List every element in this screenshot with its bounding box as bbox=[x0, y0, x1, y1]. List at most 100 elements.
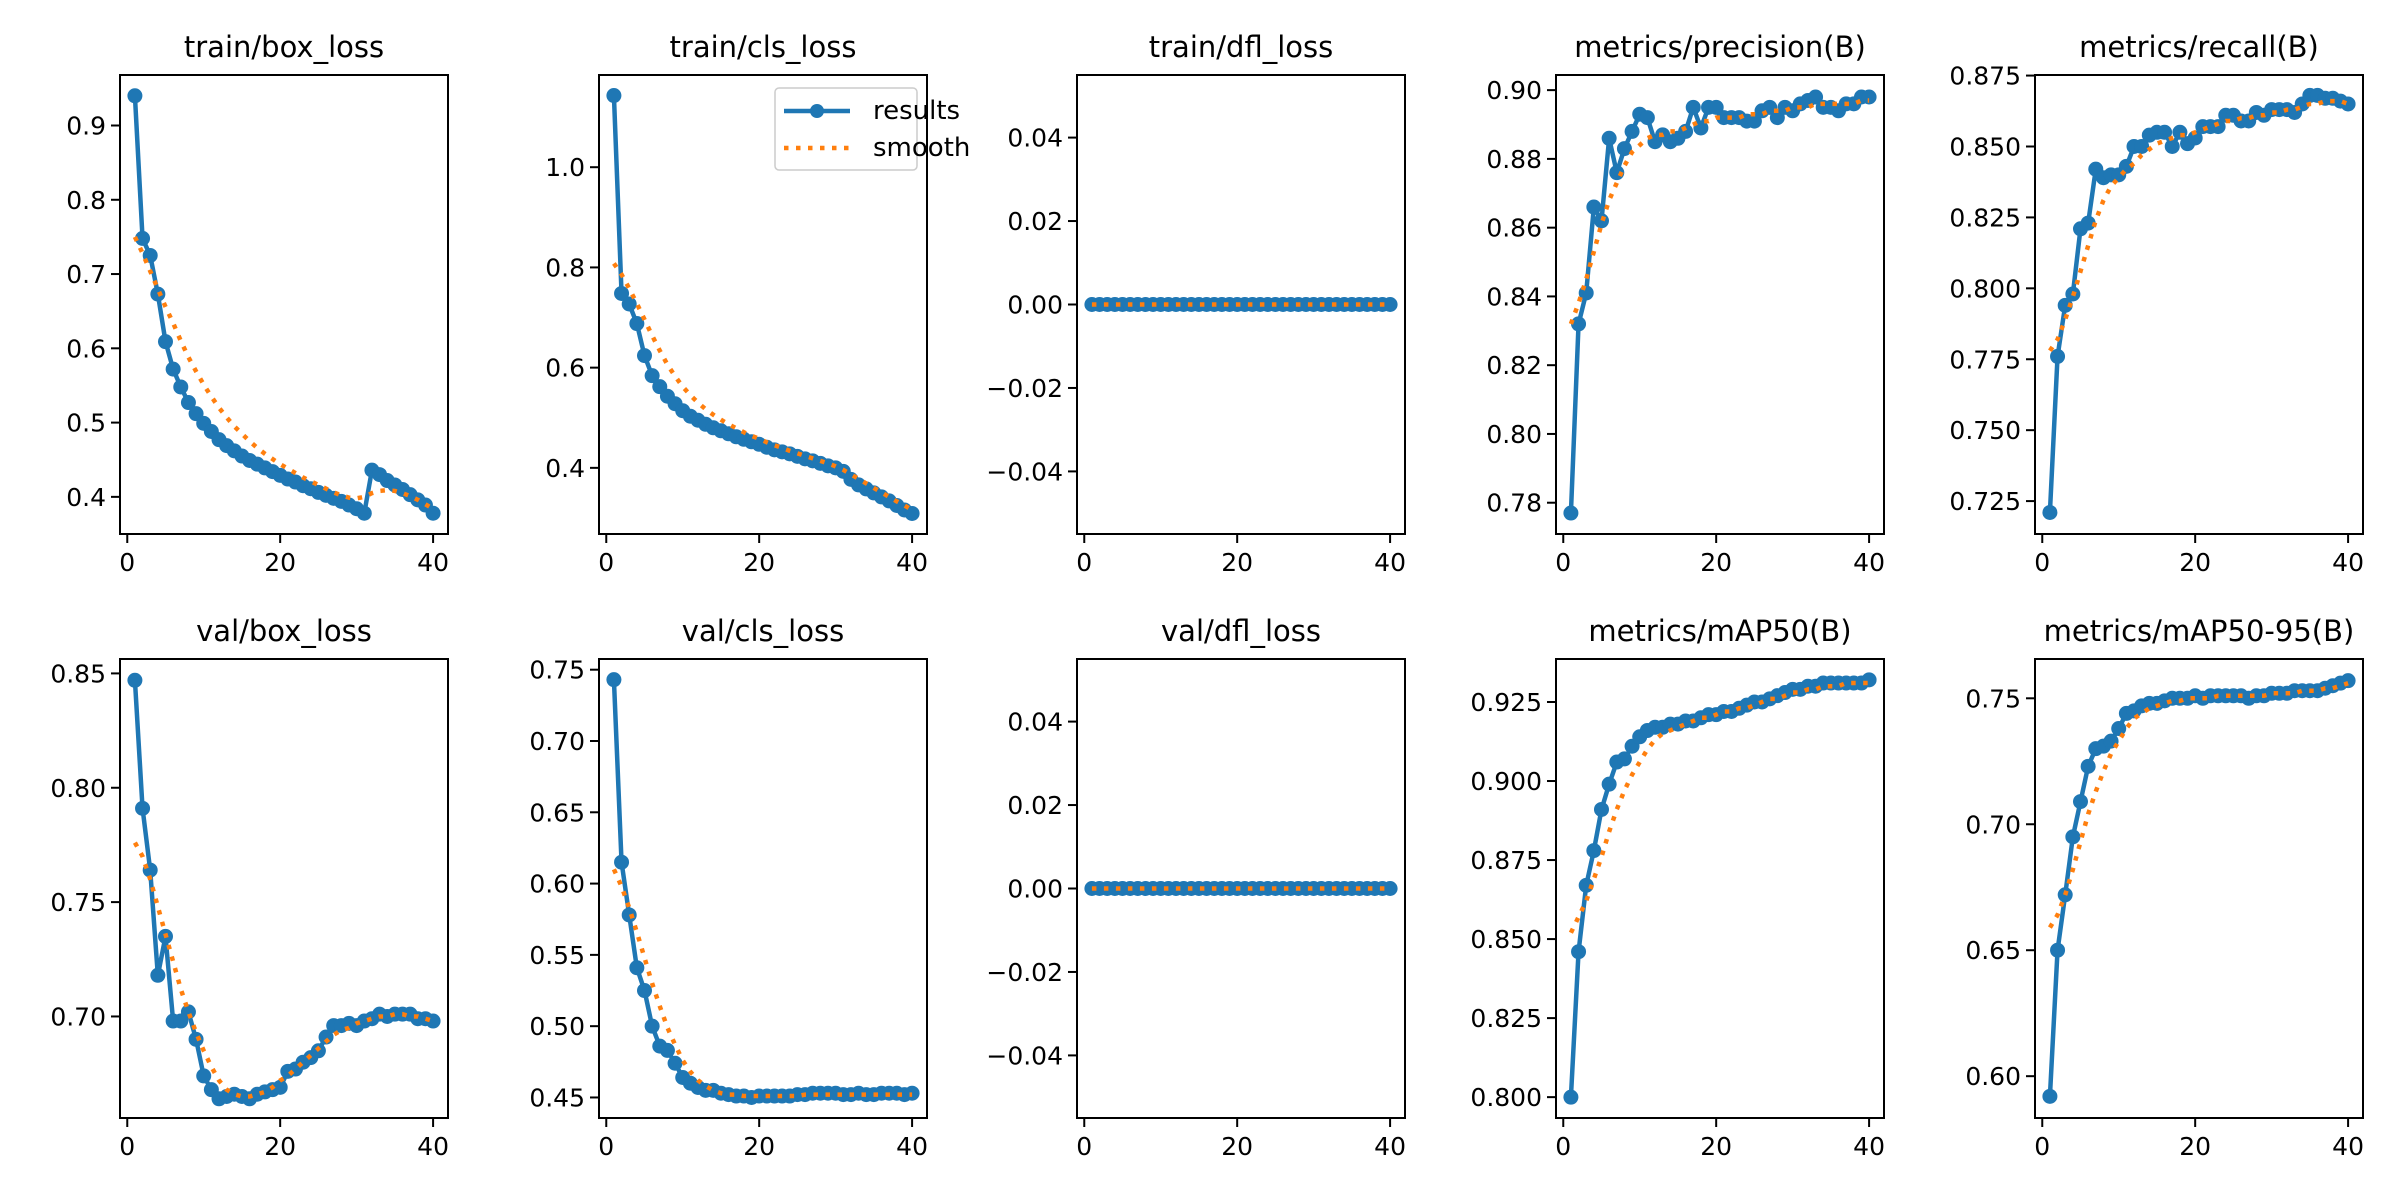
results-point bbox=[188, 1031, 204, 1047]
results-point bbox=[2080, 758, 2096, 774]
results-point bbox=[2042, 1088, 2058, 1104]
results-point bbox=[1578, 877, 1594, 893]
results-point bbox=[1593, 801, 1609, 817]
x-tick-label: 0 bbox=[1076, 548, 1092, 577]
results-point bbox=[2042, 504, 2058, 520]
axes-frame bbox=[2034, 74, 2364, 535]
plot-area bbox=[2042, 673, 2356, 1104]
results-point bbox=[135, 230, 151, 246]
results-point bbox=[2050, 942, 2066, 958]
axes-frame bbox=[1555, 74, 1885, 535]
axes-frame bbox=[119, 658, 449, 1119]
y-tick-label: 0.900 bbox=[1470, 767, 1542, 796]
y-tick-label: 0.9 bbox=[66, 112, 106, 141]
legend: results smooth bbox=[774, 87, 970, 171]
y-tick-label: 0.825 bbox=[1470, 1004, 1542, 1033]
results-point bbox=[150, 967, 166, 983]
y-tick-label: −0.04 bbox=[986, 1041, 1063, 1070]
results-point bbox=[1861, 89, 1877, 105]
y-tick-label: 0.02 bbox=[1007, 207, 1063, 236]
axes-frame bbox=[119, 74, 449, 535]
y-tick-label: 0.8 bbox=[545, 253, 585, 282]
y-tick-label: 0.04 bbox=[1007, 708, 1063, 737]
y-tick-label: 0.60 bbox=[529, 870, 585, 899]
subplot-title: train/box_loss bbox=[184, 30, 384, 64]
x-tick-label: 0 bbox=[1076, 1132, 1092, 1161]
results-point bbox=[636, 348, 652, 364]
y-tick-label: 0.80 bbox=[50, 774, 106, 803]
plot-area bbox=[1084, 881, 1398, 896]
results-point bbox=[1571, 944, 1587, 960]
results-point bbox=[2187, 130, 2203, 146]
y-tick-label: 0.85 bbox=[50, 659, 106, 688]
y-tick-label: 0.00 bbox=[1007, 291, 1063, 320]
y-tick-label: 0.800 bbox=[1949, 274, 2021, 303]
plot-area bbox=[127, 88, 441, 521]
results-point bbox=[1678, 123, 1694, 139]
y-tick-label: 0.825 bbox=[1949, 203, 2021, 232]
y-tick-label: 0.50 bbox=[529, 1012, 585, 1041]
x-tick-label: 0 bbox=[2034, 1132, 2050, 1161]
results-point bbox=[1601, 776, 1617, 792]
x-tick-label: 0 bbox=[1555, 548, 1571, 577]
y-tick-label: 0.90 bbox=[1486, 76, 1542, 105]
x-tick-label: 0 bbox=[598, 1132, 614, 1161]
results-point bbox=[636, 983, 652, 999]
y-tick-label: 0.750 bbox=[1949, 416, 2021, 445]
x-tick-label: 20 bbox=[264, 548, 296, 577]
y-tick-label: 0.75 bbox=[1965, 684, 2021, 713]
y-tick-label: 0.850 bbox=[1470, 925, 1542, 954]
plot-area bbox=[1084, 297, 1398, 312]
x-tick-label: 40 bbox=[896, 1132, 928, 1161]
subplot: metrics/mAP50(B) 0 20 40 0.800 0.825 0.850 0.87… bbox=[1470, 614, 1885, 1161]
y-tick-label: 0.70 bbox=[1965, 810, 2021, 839]
subplot-title: train/cls_loss bbox=[670, 30, 857, 64]
results-point bbox=[1708, 99, 1724, 115]
x-tick-label: 0 bbox=[119, 548, 135, 577]
x-tick-label: 40 bbox=[417, 1132, 449, 1161]
results-point bbox=[1586, 199, 1602, 215]
results-point bbox=[1593, 213, 1609, 229]
x-tick-label: 20 bbox=[1700, 1132, 1732, 1161]
x-tick-label: 20 bbox=[743, 1132, 775, 1161]
y-tick-label: 0.00 bbox=[1007, 875, 1063, 904]
y-tick-label: 0.70 bbox=[50, 1002, 106, 1031]
smooth-line bbox=[132, 235, 435, 511]
y-tick-label: 0.45 bbox=[529, 1083, 585, 1112]
legend-results-label: results bbox=[873, 96, 960, 126]
smooth-line bbox=[611, 868, 913, 1099]
results-point bbox=[1616, 751, 1632, 767]
subplot: metrics/mAP50-95(B) 0 20 40 0.60 0.65 0.70 0.75 bbox=[1965, 614, 2364, 1161]
results-point bbox=[614, 285, 630, 301]
axes-frame bbox=[598, 74, 928, 535]
y-tick-label: 0.875 bbox=[1949, 62, 2021, 91]
x-tick-label: 40 bbox=[1374, 1132, 1406, 1161]
results-point bbox=[180, 395, 196, 411]
x-tick-label: 40 bbox=[896, 548, 928, 577]
x-tick-label: 20 bbox=[2179, 1132, 2211, 1161]
results-point bbox=[606, 672, 622, 688]
results-point bbox=[356, 505, 372, 521]
y-tick-label: 0.6 bbox=[66, 334, 106, 363]
results-point bbox=[2065, 829, 2081, 845]
axes-frame bbox=[1555, 658, 1885, 1119]
subplot: train/box_loss 0 20 40 0.4 0.5 0.6 0.7 0.8 0.9 bbox=[66, 30, 449, 577]
results-point bbox=[1382, 881, 1398, 896]
y-tick-label: 0.60 bbox=[1965, 1062, 2021, 1091]
y-tick-label: 0.82 bbox=[1486, 351, 1542, 380]
x-tick-label: 20 bbox=[1221, 1132, 1253, 1161]
y-tick-label: 0.7 bbox=[66, 260, 106, 289]
results-point bbox=[173, 379, 189, 395]
results-point bbox=[2157, 124, 2173, 140]
x-tick-label: 40 bbox=[1374, 548, 1406, 577]
y-tick-label: −0.02 bbox=[986, 958, 1063, 987]
y-tick-label: 0.6 bbox=[545, 354, 585, 383]
axes-frame bbox=[2034, 658, 2364, 1119]
y-tick-label: 0.70 bbox=[529, 727, 585, 756]
subplot: val/box_loss 0 20 40 0.70 0.75 0.80 0.85 bbox=[50, 614, 449, 1161]
results-point bbox=[1563, 1089, 1579, 1105]
y-tick-label: 0.4 bbox=[66, 483, 106, 512]
y-tick-label: 0.8 bbox=[66, 186, 106, 215]
results-point bbox=[157, 334, 173, 350]
